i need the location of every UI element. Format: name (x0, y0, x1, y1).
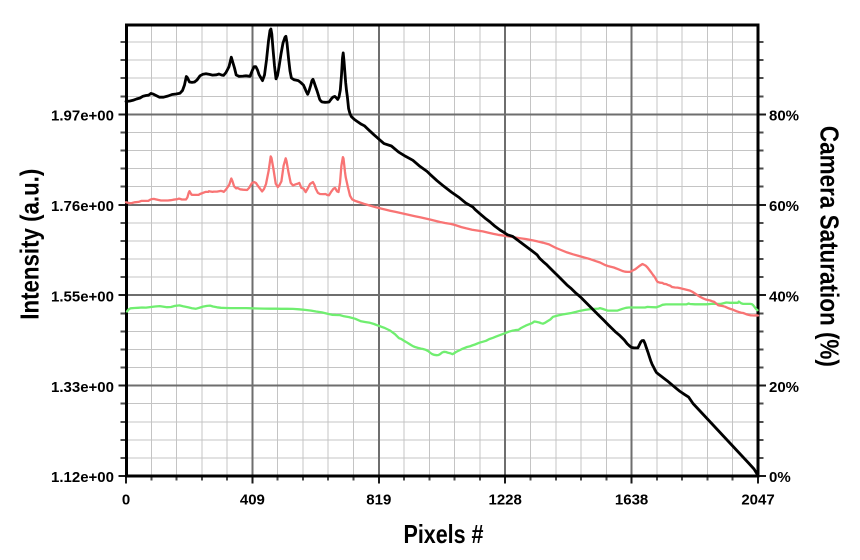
svg-text:20%: 20% (769, 379, 799, 396)
svg-text:1228: 1228 (489, 492, 522, 509)
svg-text:60%: 60% (769, 198, 799, 215)
svg-text:Camera Saturation (%): Camera Saturation (%) (815, 126, 845, 367)
svg-text:40%: 40% (769, 288, 799, 305)
svg-text:Pixels #: Pixels # (404, 519, 484, 549)
svg-text:1.12e+00: 1.12e+00 (51, 469, 114, 486)
svg-text:1638: 1638 (615, 492, 648, 509)
svg-text:80%: 80% (769, 108, 799, 125)
svg-text:1.97e+00: 1.97e+00 (51, 108, 114, 125)
svg-text:1.55e+00: 1.55e+00 (51, 288, 114, 305)
svg-text:2047: 2047 (741, 492, 774, 509)
svg-text:0: 0 (122, 492, 130, 509)
svg-text:1.33e+00: 1.33e+00 (51, 379, 114, 396)
svg-text:409: 409 (240, 492, 265, 509)
svg-text:Intensity (a.u.): Intensity (a.u.) (15, 169, 45, 320)
svg-text:819: 819 (366, 492, 391, 509)
svg-text:1.76e+00: 1.76e+00 (51, 198, 114, 215)
svg-text:0%: 0% (769, 469, 791, 486)
